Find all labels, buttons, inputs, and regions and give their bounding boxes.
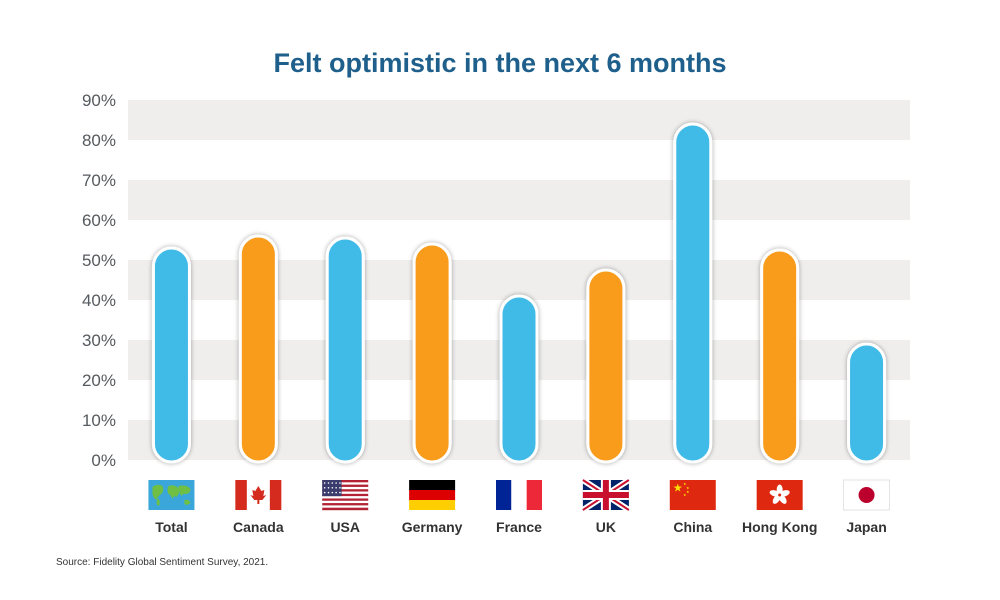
china-flag-icon: [669, 480, 716, 510]
bar-hong-kong: [760, 248, 800, 464]
bars: [151, 122, 887, 464]
bar-china: [673, 122, 713, 464]
bar-canada: [238, 234, 278, 464]
bar-usa: [325, 236, 365, 464]
x-category-label: Canada: [233, 519, 284, 535]
category-flags: [148, 477, 890, 513]
bar-total: [151, 246, 191, 464]
france-flag-icon: [496, 480, 542, 510]
bar-france: [499, 294, 539, 464]
hong-kong-flag-icon: [756, 480, 803, 510]
x-category-label: USA: [330, 519, 360, 535]
japan-flag-icon: [843, 479, 890, 511]
canada-flag-icon: [235, 480, 282, 510]
germany-flag-icon: [409, 480, 456, 510]
grid-band: [128, 180, 910, 220]
y-tick-label: 30%: [82, 331, 116, 350]
y-tick-label: 90%: [82, 91, 116, 110]
y-tick-label: 60%: [82, 211, 116, 230]
x-category-label: UK: [596, 519, 616, 535]
bar-uk: [586, 268, 626, 464]
x-category-label: China: [673, 519, 712, 535]
source-note: Source: Fidelity Global Sentiment Survey…: [56, 557, 269, 568]
x-category-label: Total: [155, 519, 187, 535]
usa-flag-icon: [322, 480, 369, 511]
x-axis: Total Canada USA Germany France UK China Hong K…: [155, 519, 887, 535]
uk-flag-icon: [581, 477, 631, 513]
y-tick-label: 80%: [82, 131, 116, 150]
y-axis: 0% 10% 20% 30% 40% 50% 60% 70% 80% 90%: [82, 91, 116, 470]
y-tick-label: 70%: [82, 171, 116, 190]
bar-japan: [847, 342, 887, 464]
y-tick-label: 0%: [91, 451, 116, 470]
x-category-label: Germany: [402, 519, 463, 535]
x-category-label: France: [496, 519, 542, 535]
x-category-label: Japan: [846, 519, 886, 535]
bar-germany: [412, 242, 452, 464]
y-tick-label: 10%: [82, 411, 116, 430]
grid-band: [128, 100, 910, 140]
chart-title: Felt optimistic in the next 6 months: [273, 48, 727, 78]
world-map-flag-icon: [148, 480, 195, 510]
y-tick-label: 20%: [82, 371, 116, 390]
y-tick-label: 50%: [82, 251, 116, 270]
x-category-label: Hong Kong: [742, 519, 817, 535]
y-tick-label: 40%: [82, 291, 116, 310]
